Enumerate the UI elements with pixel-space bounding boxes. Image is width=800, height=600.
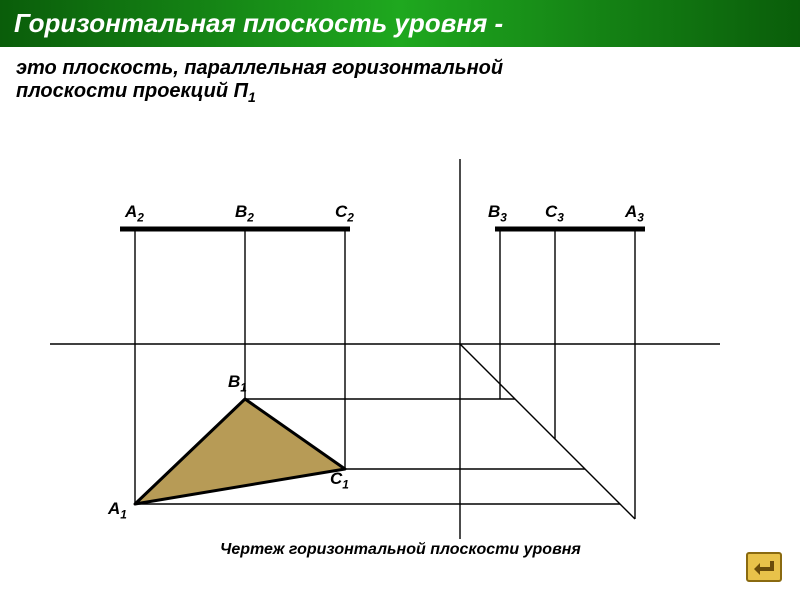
label-B1: B1: [228, 372, 247, 394]
label-C3: C3: [545, 202, 564, 224]
return-arrow-icon: [752, 558, 776, 576]
subtitle-line2: плоскости проекций П: [16, 80, 248, 102]
label-C1: C1: [330, 469, 349, 491]
diagram: A2 B2 C2 B3 C3 A3 B1 C1 A1 Чертеж горизо…: [0, 109, 800, 569]
title-bar: Горизонтальная плоскость уровня -: [0, 0, 800, 47]
label-B3: B3: [488, 202, 507, 224]
caption: Чертеж горизонтальной плоскости уровня: [220, 541, 581, 559]
label-A1: A1: [108, 499, 127, 521]
title-text: Горизонтальная плоскость уровня -: [14, 8, 503, 38]
label-A2: A2: [125, 202, 144, 224]
label-B2: B2: [235, 202, 254, 224]
subtitle-sub: 1: [248, 89, 256, 105]
subtitle-line1: это плоскость, параллельная горизонтальн…: [16, 57, 503, 79]
nav-return-button[interactable]: [746, 552, 782, 582]
subtitle: это плоскость, параллельная горизонтальн…: [0, 47, 800, 109]
label-C2: C2: [335, 202, 354, 224]
label-A3: A3: [625, 202, 644, 224]
